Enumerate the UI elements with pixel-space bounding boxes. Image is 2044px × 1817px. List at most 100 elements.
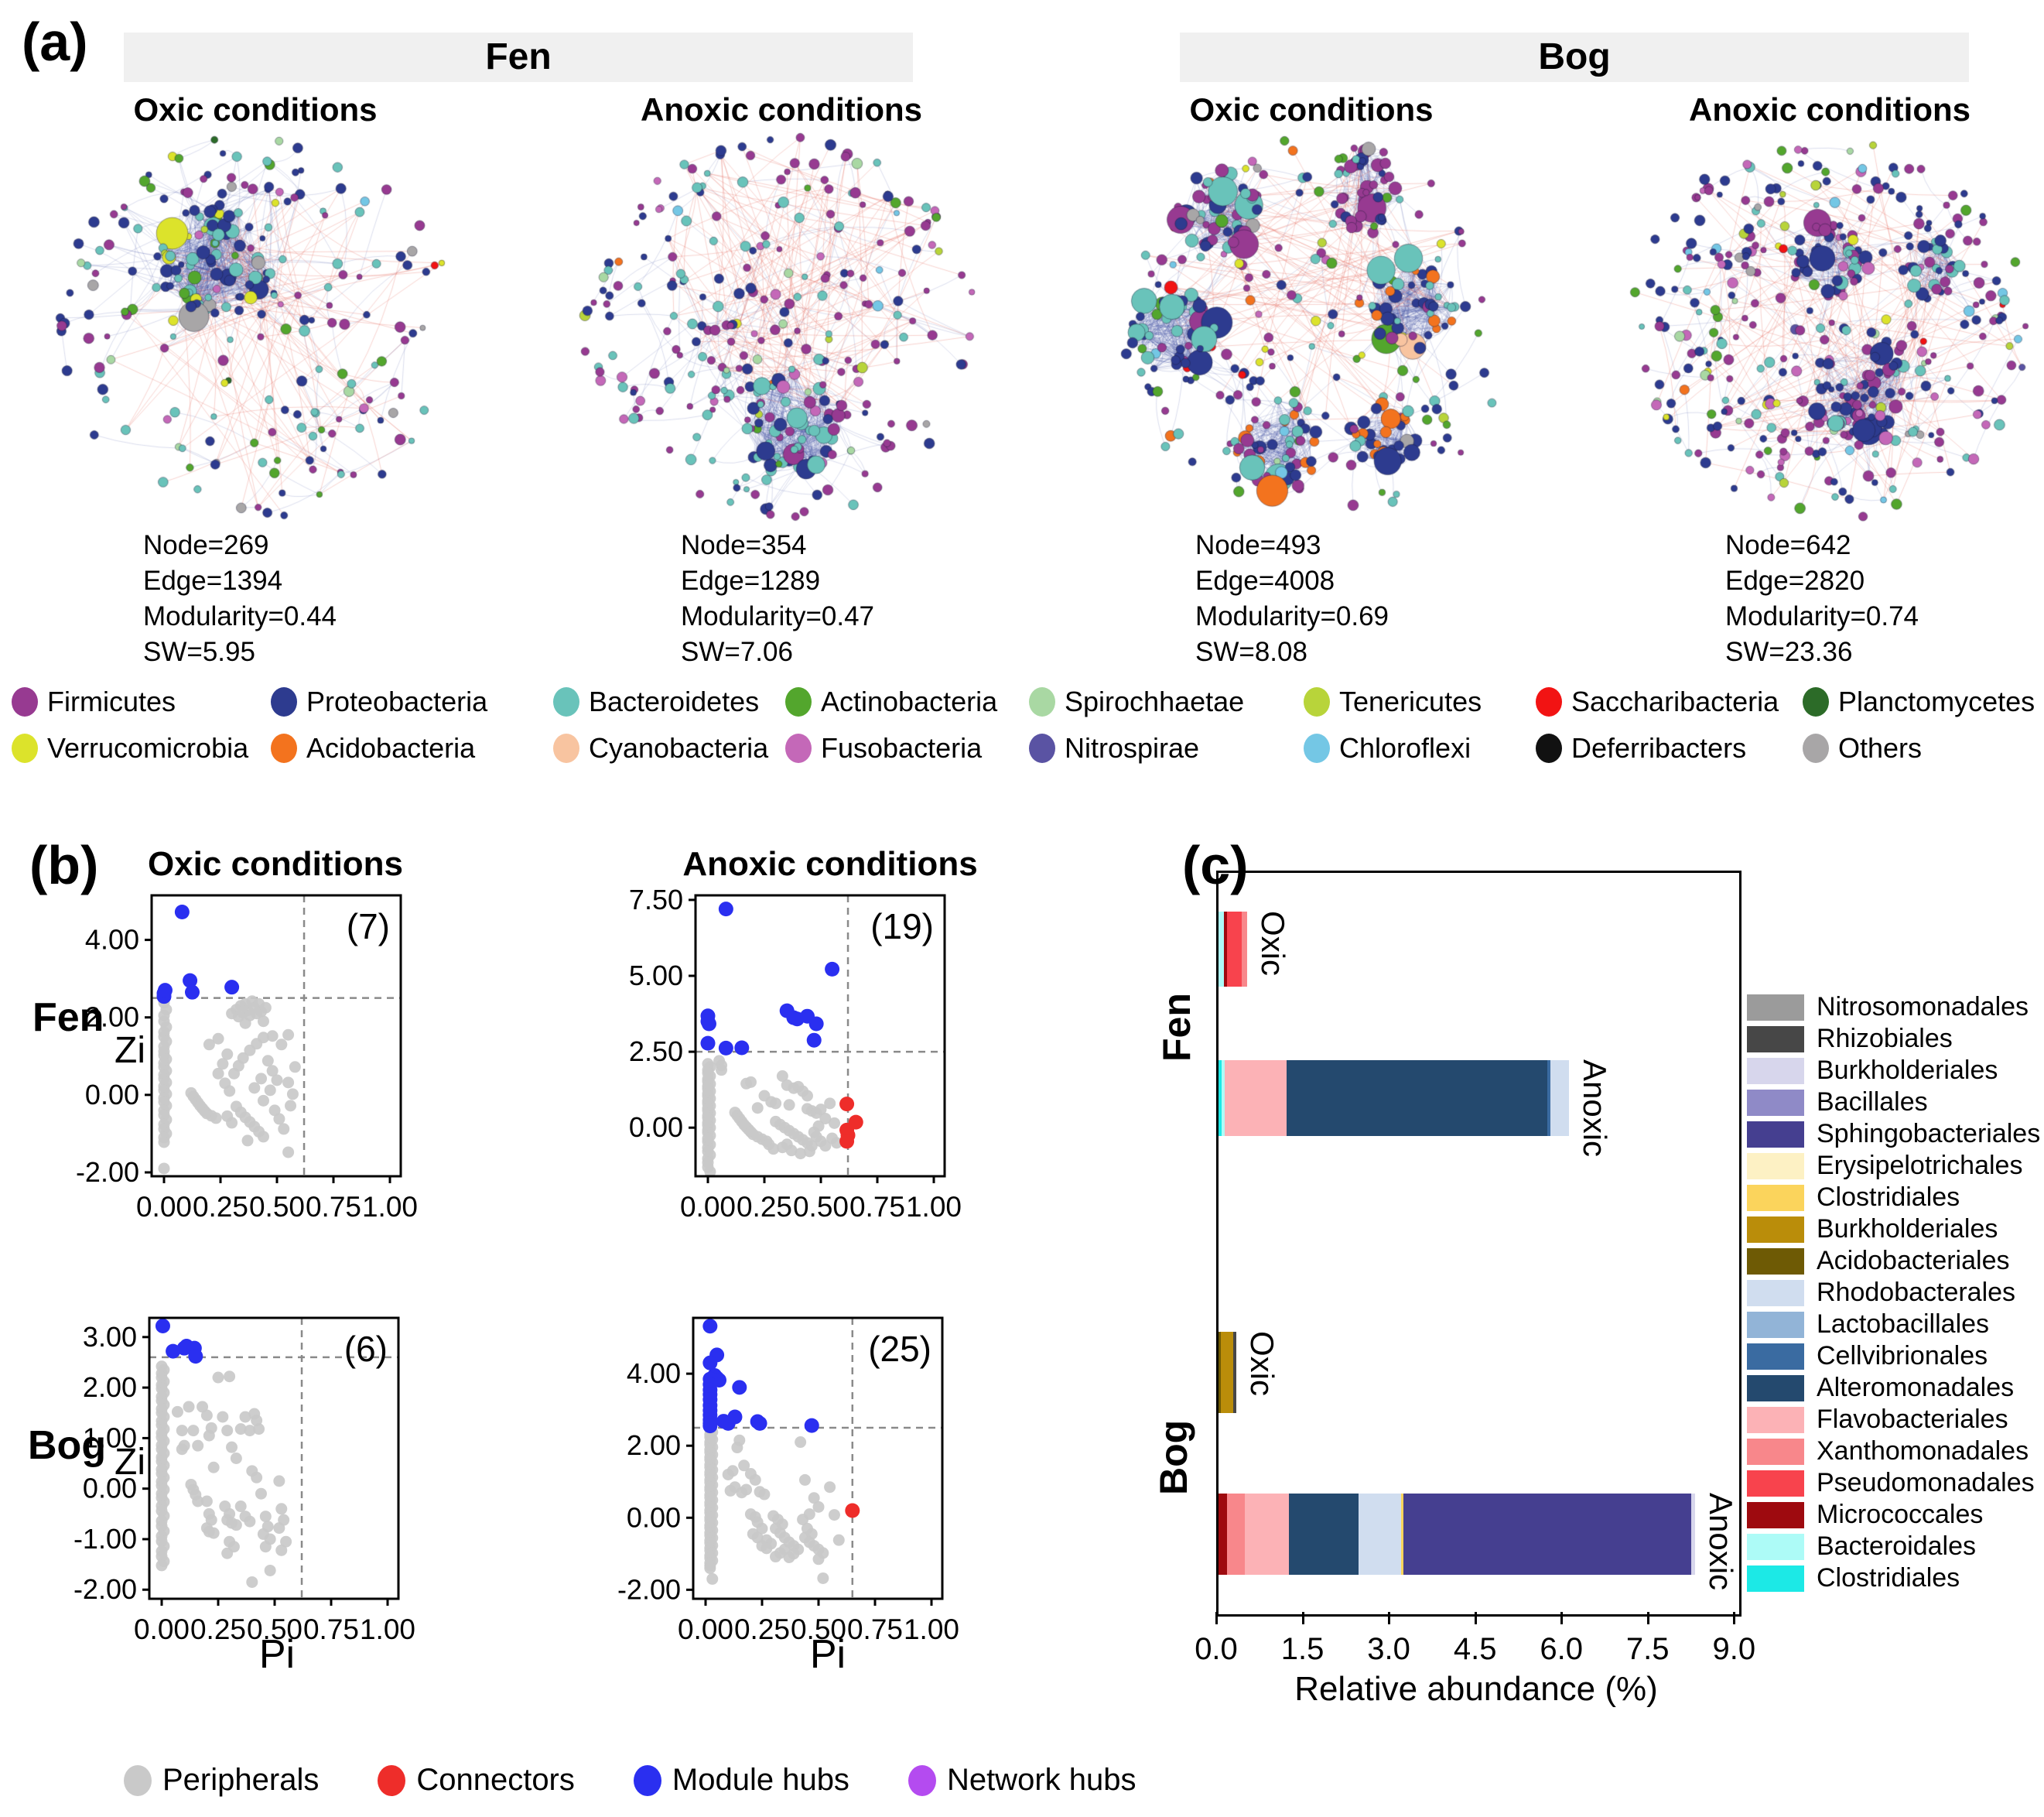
bar-condition-label: Anoxic — [1576, 1059, 1613, 1158]
peripheral-point — [817, 1572, 829, 1584]
peripheral-point — [819, 1140, 832, 1152]
order-legend-item: Clostridiales — [1747, 1182, 1960, 1213]
phylum-legend-label: Verrucomicrobia — [47, 732, 249, 764]
peripheral-point — [266, 1030, 279, 1042]
phylum-color-dot-icon — [1304, 687, 1330, 717]
phylum-legend-label: Bacteroidetes — [589, 686, 760, 717]
phylum-color-dot-icon — [12, 734, 38, 763]
phylum-color-dot-icon — [12, 687, 38, 717]
y-tick-label: 0.00 — [629, 1111, 683, 1143]
peripheral-point — [230, 1519, 242, 1531]
phylum-color-dot-icon — [785, 734, 812, 763]
order-legend-label: Lactobacillales — [1817, 1309, 1990, 1339]
order-color-swatch-icon — [1747, 1406, 1804, 1433]
bar-segment-micrococcales — [1219, 1494, 1228, 1575]
c-x-tick-label: 4.5 — [1453, 1632, 1497, 1666]
peripheral-point — [776, 1141, 788, 1154]
phylum-legend-item: Acidobacteria — [271, 732, 475, 765]
peripheral-point — [803, 1145, 815, 1158]
module-hub-point — [702, 1355, 718, 1370]
c-x-tick-label: 9.0 — [1712, 1632, 1756, 1666]
phylum-legend-label: Deferribacters — [1571, 732, 1747, 764]
peripheral-point — [176, 1425, 188, 1437]
order-legend-item: Alteromonadales — [1747, 1373, 2014, 1403]
peripheral-point — [266, 1065, 279, 1077]
x-tick-label: 0.25 — [193, 1191, 248, 1223]
stat-line: Node=493 — [1195, 530, 1321, 560]
x-tick-label: 1.00 — [362, 1191, 418, 1223]
peripheral-point — [244, 1515, 256, 1528]
bar-segment-clostridiales_g — [1400, 1494, 1403, 1575]
scatter-plot-fen_oxic: 4.002.000.00-2.000.00 0.25 0.50 0.75 1.00(7) — [76, 894, 418, 1223]
module-hub-point — [185, 984, 200, 1000]
order-legend-item: Clostridiales — [1747, 1563, 1960, 1593]
module-hub-point — [702, 1319, 718, 1334]
order-color-swatch-icon — [1747, 1501, 1804, 1528]
order-color-swatch-icon — [1747, 1470, 1804, 1497]
phylum-color-dot-icon — [271, 687, 297, 717]
stacked-bar-fen-anoxic — [1219, 1060, 1569, 1136]
peripheral-point — [257, 1015, 269, 1028]
peripheral-point — [275, 1503, 288, 1515]
order-legend-label: Bacteroidales — [1817, 1531, 1977, 1561]
c-x-tick — [1646, 1612, 1649, 1624]
network-stats-bog-anoxic: Node=642 Edge=2820 Modularity=0.74 SW=23.36 — [1725, 528, 1919, 670]
peripheral-point — [275, 1544, 288, 1556]
phylum-legend-label: Chloroflexi — [1339, 732, 1471, 764]
hub-legend-label: Peripherals — [162, 1763, 320, 1797]
phylum-legend-label: Nitrospirae — [1065, 732, 1200, 764]
peripheral-point — [264, 1084, 276, 1097]
stat-line: Modularity=0.74 — [1725, 601, 1919, 631]
phylum-legend-label: Spirochhaetae — [1065, 686, 1245, 717]
bar-segment-xanthomonadales — [1227, 1494, 1246, 1575]
bar-segment-pseudomonadales — [1227, 912, 1242, 987]
bar-segment-alteromonadales — [1287, 1060, 1547, 1136]
phylum-color-dot-icon — [1803, 687, 1829, 717]
peripheral-point — [259, 1001, 272, 1014]
stat-line: Edge=1289 — [681, 566, 821, 596]
stat-line: Edge=4008 — [1195, 566, 1335, 596]
stat-line: Edge=1394 — [143, 566, 283, 596]
peripheral-point — [758, 1488, 771, 1500]
stat-line: Node=354 — [681, 530, 807, 560]
hub-legend-label: Network hubs — [946, 1763, 1137, 1797]
module-hub-point — [183, 973, 198, 988]
c-row-label-bog: Bog — [1152, 1419, 1195, 1495]
stat-line: Modularity=0.44 — [143, 601, 337, 631]
order-color-swatch-icon — [1747, 1025, 1804, 1052]
order-color-swatch-icon — [1747, 1438, 1804, 1465]
phylum-legend-item: Planctomycetes — [1803, 686, 2035, 718]
module-hub-point — [174, 905, 190, 920]
phylum-legend: Firmicutes Proteobacteria Bacteroidetes Act… — [0, 0, 2044, 782]
bar-segment-bacteroidales — [1222, 1060, 1225, 1136]
phylum-legend-item: Bacteroidetes — [553, 686, 759, 718]
c-row-label-fen: Fen — [1155, 993, 1198, 1062]
peripheral-point — [776, 1069, 788, 1082]
connector-point — [839, 1097, 855, 1112]
order-legend-item: Micrococcales — [1747, 1500, 1983, 1530]
c-x-tick — [1733, 1612, 1736, 1624]
peripheral-point — [273, 1113, 285, 1125]
stat-line: SW=8.08 — [1195, 637, 1307, 667]
bar-segment-rhodobacterales — [1550, 1060, 1569, 1136]
order-legend-label: Nitrosomonadales — [1817, 992, 2029, 1021]
module-hub-point — [701, 1016, 716, 1032]
peripheral-point — [280, 1535, 292, 1548]
peripheral-point — [832, 1534, 845, 1546]
network-graph-fen-anoxic — [573, 120, 990, 538]
peripheral-point — [722, 1468, 734, 1480]
peripheral-point — [176, 1443, 188, 1456]
bar-segment-rhizobiales — [1232, 1332, 1237, 1413]
order-legend-label: Rhodobacterales — [1817, 1278, 2016, 1307]
phylum-legend-label: Proteobacteria — [306, 686, 488, 717]
network-stats-fen-oxic: Node=269 Edge=1394 Modularity=0.44 SW=5.95 — [143, 528, 337, 670]
phylum-color-dot-icon — [1029, 687, 1055, 717]
stat-line: SW=7.06 — [681, 637, 793, 667]
x-tick-label: 0.50 — [249, 1191, 305, 1223]
x-tick-label: 0.00 — [678, 1613, 733, 1645]
order-color-swatch-icon — [1747, 1152, 1804, 1179]
peripheral-point — [183, 1401, 195, 1413]
phylum-legend-label: Others — [1838, 732, 1923, 764]
hub-count-annotation: (19) — [870, 906, 934, 946]
peripheral-point — [217, 1058, 229, 1070]
